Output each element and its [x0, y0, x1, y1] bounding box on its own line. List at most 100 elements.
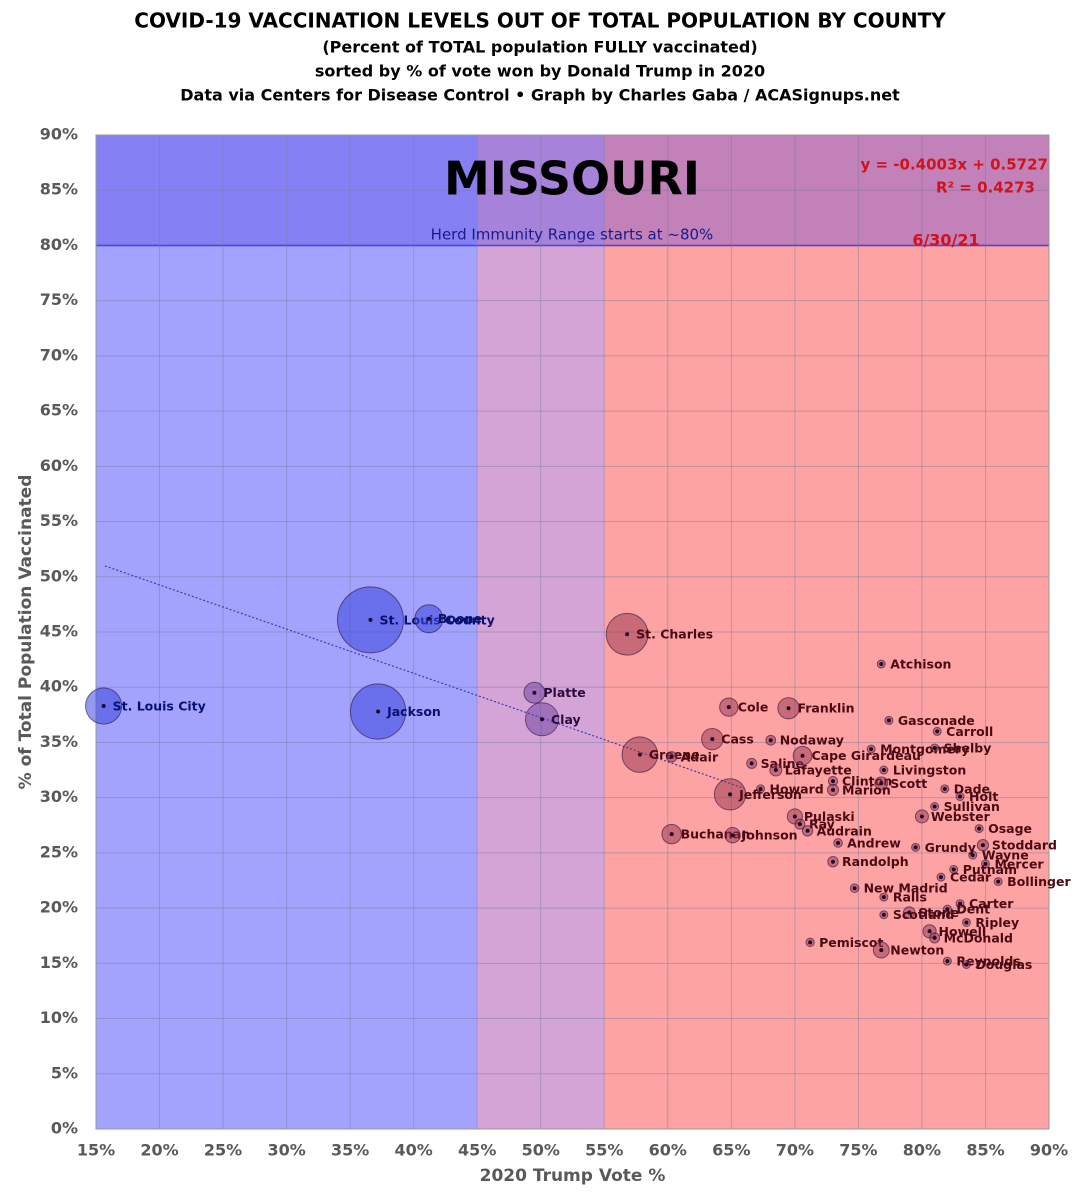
point-label: Nodaway — [780, 733, 844, 748]
point-label: Gasconade — [898, 713, 975, 728]
point-label: Stoddard — [992, 838, 1057, 853]
bubble-center — [919, 814, 924, 819]
bubble-center — [625, 632, 630, 637]
x-tick-label: 55% — [585, 1141, 623, 1160]
bubble-center — [805, 828, 810, 833]
x-tick-label: 25% — [204, 1141, 242, 1160]
bubble-center — [983, 861, 988, 866]
point-label: McDonald — [944, 930, 1013, 945]
y-tick-label: 60% — [40, 456, 78, 475]
x-tick-label: 35% — [331, 1141, 369, 1160]
bubble-center — [886, 718, 891, 723]
x-tick-label: 50% — [522, 1141, 560, 1160]
zone — [96, 135, 478, 1129]
bubble-center — [808, 940, 813, 945]
point-label: Carroll — [946, 724, 993, 739]
bubble-center — [879, 662, 884, 667]
bubble-center — [836, 840, 841, 845]
bubble-center — [927, 929, 932, 934]
point-label: Cole — [738, 700, 769, 715]
bubble-center — [669, 754, 674, 759]
bubble-center — [792, 814, 797, 819]
bubble-center — [977, 826, 982, 831]
x-axis-label: 2020 Trump Vote % — [480, 1166, 666, 1186]
x-tick-label: 60% — [649, 1141, 687, 1160]
herd-band — [96, 135, 1049, 246]
y-tick-label: 20% — [40, 898, 78, 917]
bubble-center — [945, 959, 950, 964]
point-label: Howell — [939, 924, 987, 939]
x-tick-label: 80% — [903, 1141, 941, 1160]
point-label: Ripley — [975, 915, 1019, 930]
bubble-center — [945, 907, 950, 912]
bubble-center — [730, 833, 735, 838]
x-tick-label: 45% — [458, 1141, 496, 1160]
y-tick-label: 30% — [40, 787, 78, 806]
trend-r2: R² = 0.4273 — [936, 179, 1035, 197]
bubble-center — [980, 843, 985, 848]
bubble-center — [830, 787, 835, 792]
bubble-center — [964, 962, 969, 967]
point-label: Cape Girardeau — [811, 748, 920, 763]
point-label: Boone — [438, 611, 482, 626]
bubble-center — [773, 768, 778, 773]
y-tick-label: 45% — [40, 622, 78, 641]
point-label: Atchison — [890, 657, 951, 672]
point-label: Ralls — [893, 890, 927, 905]
bubble-center — [907, 910, 912, 915]
x-tick-label: 20% — [140, 1141, 178, 1160]
bubble-center — [879, 948, 884, 953]
y-tick-label: 85% — [40, 180, 78, 199]
bubble-center — [101, 703, 106, 708]
point-label: Mercer — [994, 856, 1044, 871]
bubble-center — [726, 705, 731, 710]
y-tick-label: 50% — [40, 566, 78, 585]
point-label: Webster — [931, 809, 991, 824]
y-tick-label: 65% — [40, 401, 78, 420]
point-label: Johnson — [741, 828, 798, 843]
bubble-center — [996, 879, 1001, 884]
point-label: Shelby — [944, 740, 992, 755]
point-label: Lafayette — [785, 763, 852, 778]
y-tick-label: 0% — [51, 1119, 78, 1138]
bubble-center — [869, 747, 874, 752]
point-label: Dent — [956, 902, 990, 917]
point-label: Howard — [770, 781, 824, 796]
point-label: Marion — [842, 782, 891, 797]
point-label: Putnam — [963, 862, 1017, 877]
point-label: Carter — [969, 896, 1014, 911]
chart-title: COVID-19 VACCINATION LEVELS OUT OF TOTAL… — [134, 9, 946, 33]
point-label: Randolph — [842, 854, 909, 869]
x-tick-label: 75% — [839, 1141, 877, 1160]
point-label: Grundy — [925, 840, 976, 855]
bubble-center — [935, 729, 940, 734]
point-label: Bollinger — [1007, 874, 1071, 889]
point-label: Franklin — [798, 701, 855, 716]
point-label: Scotland — [893, 907, 955, 922]
point-label: Stone — [918, 905, 959, 920]
subtitle: sorted by % of vote won by Donald Trump … — [315, 62, 765, 81]
y-tick-label: 5% — [51, 1063, 78, 1082]
point-label: Wayne — [982, 848, 1029, 863]
bubble-center — [932, 935, 937, 940]
x-tick-label: 90% — [1030, 1141, 1068, 1160]
bubble-center — [749, 761, 754, 766]
bubble-center — [879, 781, 884, 786]
bubble-center — [932, 745, 937, 750]
point-label: Reynolds — [956, 954, 1020, 969]
bubble-center — [637, 752, 642, 757]
point-label: Platte — [543, 685, 585, 700]
point-label: Audrain — [817, 823, 872, 838]
point-label: Montgomery — [880, 742, 969, 757]
subtitle: (Percent of TOTAL population FULLY vacci… — [322, 38, 757, 57]
bubble-center — [758, 786, 763, 791]
point-label: Cass — [721, 732, 754, 747]
bubble-center — [938, 875, 943, 880]
point-label: Holt — [969, 789, 998, 804]
point-label: Cedar — [950, 870, 992, 885]
point-label: St. Charles — [636, 627, 713, 642]
bubble-center — [830, 859, 835, 864]
y-tick-label: 75% — [40, 290, 78, 309]
